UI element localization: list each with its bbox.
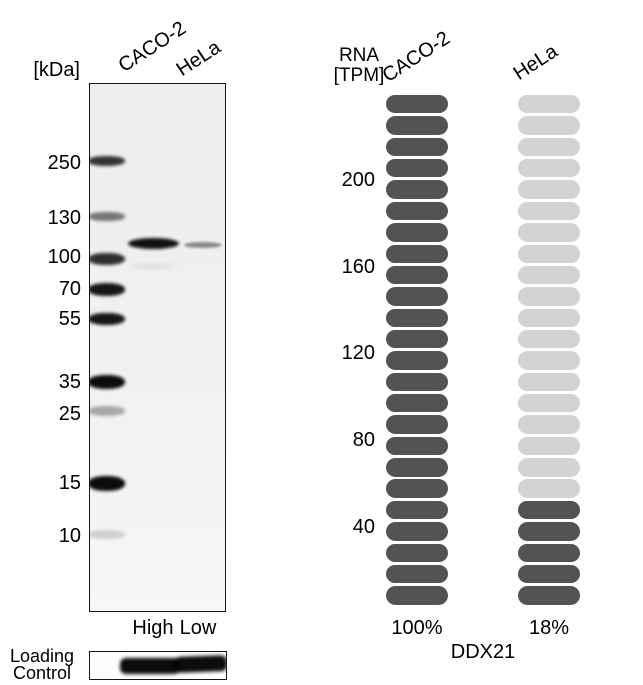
rna-lane-label-hela: HeLa [509,40,562,85]
rna-segment-empty [518,180,580,199]
marker-band-10 [90,530,125,539]
rna-segment-filled [386,180,448,199]
rna-segment-filled [386,329,448,349]
rna-segment-empty [518,244,580,263]
caco2-faint-band [130,263,177,269]
rna-segment-filled [386,223,448,242]
rna-segment-filled [386,372,448,392]
rna-segment-empty [518,159,580,178]
rna-segment-filled [386,479,448,498]
loading-control-membrane [89,651,227,680]
marker-label-55: 55 [58,308,81,330]
rna-axis-title: RNA [TPM] [329,46,389,86]
rna-segment-filled [386,564,448,584]
rna-segment-filled [386,201,448,221]
marker-band-35 [90,375,125,389]
rna-lane-label-caco2: CACO-2 [378,27,454,87]
rna-column-hela [518,95,580,605]
rna-segment-empty [518,308,580,327]
rna-segment-filled [518,543,580,562]
rna-segment-empty [518,479,580,498]
rna-segment-filled [386,394,448,413]
rna-segment-filled [386,137,448,157]
rna-column-caco2 [386,95,448,605]
marker-label-35: 35 [58,371,81,393]
wb-lane-label-hela: HeLa [172,36,225,81]
rna-tick-80: 80 [352,429,375,451]
rna-segment-empty [518,265,580,285]
loading-control-label-line1: Loading [9,646,75,666]
rna-percent-caco2: 100% [391,617,443,639]
blot-membrane [89,83,226,612]
rna-segment-filled [386,287,448,306]
loading-control-band-2 [174,655,226,673]
rna-segment-filled [386,458,448,477]
hela-main-band [184,242,222,248]
rna-tick-120: 120 [341,342,375,364]
rna-segment-filled [386,244,448,263]
rna-segment-empty [518,394,580,413]
rna-segment-filled [386,500,448,520]
gene-name-label: DDX21 [450,641,516,663]
rna-segment-filled [518,522,580,541]
marker-label-15: 15 [58,472,81,494]
rna-axis-title-line2: [TPM] [333,65,385,86]
marker-label-10: 10 [58,525,81,547]
rna-segment-empty [518,351,580,370]
rna-segment-filled [518,564,580,584]
rna-segment-empty [518,436,580,456]
rna-segment-empty [518,201,580,221]
marker-label-250: 250 [47,152,81,174]
rna-segment-filled [386,543,448,562]
loading-control-band-1 [120,658,180,674]
rna-segment-filled [386,116,448,135]
rna-segment-filled [386,159,448,178]
rna-segment-filled [518,586,580,605]
rna-segment-filled [518,500,580,520]
rna-segment-empty [518,458,580,477]
loading-control-label-line2: Control [12,662,72,683]
marker-label-130: 130 [47,207,81,229]
rna-segment-empty [518,223,580,242]
marker-band-130 [90,212,125,221]
rna-segment-empty [518,95,580,114]
marker-label-70: 70 [58,278,81,300]
rna-tick-40: 40 [352,516,375,538]
rna-segment-filled [386,415,448,434]
rna-segment-filled [386,436,448,456]
rna-tick-200: 200 [341,169,375,191]
caco2-main-band [128,238,179,249]
rna-segment-empty [518,137,580,157]
marker-label-25: 25 [58,403,81,425]
rna-segment-empty [518,329,580,349]
marker-band-100 [90,253,125,265]
rna-segment-empty [518,287,580,306]
rna-segment-filled [386,308,448,327]
marker-band-25 [90,406,125,416]
rna-segment-empty [518,116,580,135]
marker-band-15 [90,476,125,491]
rna-percent-hela: 18% [528,617,570,639]
rna-segment-filled [386,95,448,114]
marker-band-250 [90,156,125,166]
rna-segment-filled [386,522,448,541]
rna-segment-filled [386,586,448,605]
expression-level-high: High [132,617,174,639]
marker-band-70 [90,283,125,296]
rna-tick-160: 160 [341,256,375,278]
marker-band-55 [90,313,125,325]
loading-control-label: Loading Control [2,646,82,683]
rna-segment-filled [386,265,448,285]
kda-unit-label: [kDa] [33,59,80,81]
marker-label-100: 100 [47,246,81,268]
expression-level-low: Low [179,617,217,639]
rna-segment-filled [386,351,448,370]
rna-axis-title-line1: RNA [338,45,380,66]
rna-segment-empty [518,372,580,392]
rna-segment-empty [518,415,580,434]
